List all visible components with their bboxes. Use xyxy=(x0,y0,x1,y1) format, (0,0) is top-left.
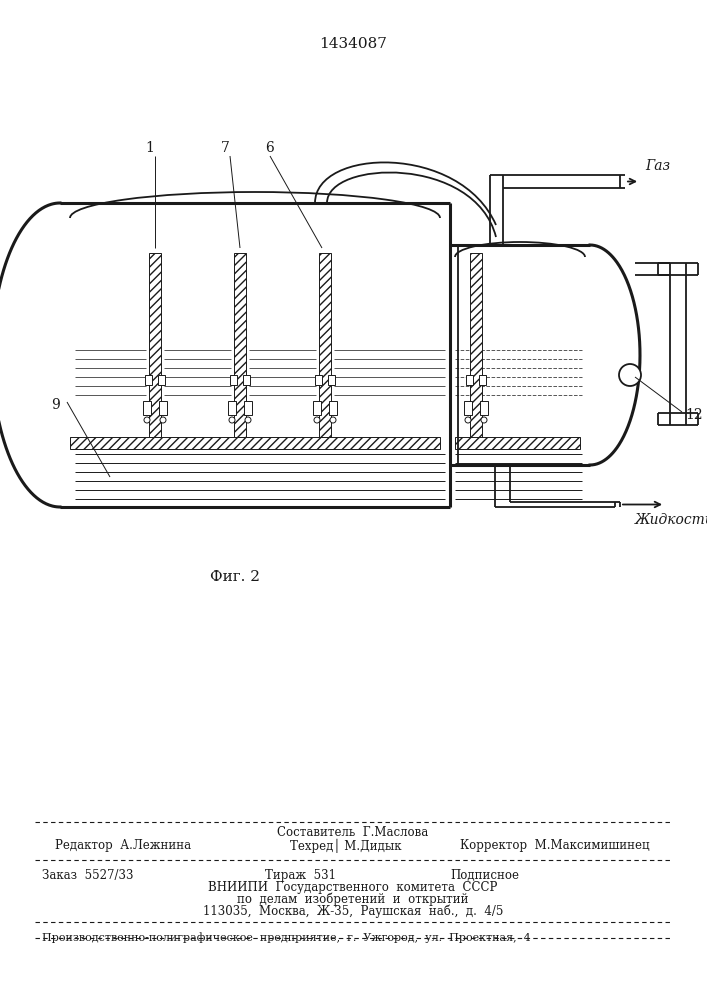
Bar xyxy=(149,253,161,437)
Bar xyxy=(455,437,580,449)
Text: 6: 6 xyxy=(266,141,274,155)
Circle shape xyxy=(144,417,150,423)
Circle shape xyxy=(229,417,235,423)
Circle shape xyxy=(481,417,487,423)
Polygon shape xyxy=(450,245,590,465)
Bar xyxy=(313,401,321,415)
Polygon shape xyxy=(0,203,450,507)
Bar xyxy=(143,401,151,415)
Text: Подписное: Подписное xyxy=(450,869,519,882)
Circle shape xyxy=(465,417,471,423)
Text: Газ: Газ xyxy=(645,159,670,174)
Text: Жидкость: Жидкость xyxy=(635,513,707,527)
Text: Тираж  531: Тираж 531 xyxy=(265,869,336,882)
Bar xyxy=(159,401,167,415)
Circle shape xyxy=(245,417,251,423)
Circle shape xyxy=(314,417,320,423)
Bar xyxy=(479,375,486,385)
Text: Фиг. 2: Фиг. 2 xyxy=(210,570,260,584)
Bar xyxy=(464,401,472,415)
Text: 1434087: 1434087 xyxy=(319,37,387,51)
Bar xyxy=(315,375,322,385)
Bar xyxy=(70,437,440,449)
Text: 113035,  Москва,  Ж-35,  Раушская  наб.,  д.  4/5: 113035, Москва, Ж-35, Раушская наб., д. … xyxy=(203,905,503,918)
Bar xyxy=(329,401,337,415)
Bar xyxy=(319,253,331,437)
Text: 7: 7 xyxy=(221,141,230,155)
Text: Производственно-полиграфическое  предприятие,  г.  Ужгород,  ул.  Проектная,  4: Производственно-полиграфическое предприя… xyxy=(42,932,531,943)
Bar xyxy=(466,375,473,385)
Bar xyxy=(234,253,246,437)
Text: ВНИИПИ  Государственного  комитета  СССР: ВНИИПИ Государственного комитета СССР xyxy=(209,881,498,894)
Circle shape xyxy=(619,364,641,386)
Text: 12: 12 xyxy=(685,408,703,422)
Polygon shape xyxy=(590,245,640,465)
Bar xyxy=(480,401,488,415)
Text: Составитель  Г.Маслова: Составитель Г.Маслова xyxy=(277,826,428,839)
Text: Техред│ М.Дидык: Техред│ М.Дидык xyxy=(290,839,402,853)
Bar xyxy=(244,401,252,415)
Circle shape xyxy=(330,417,336,423)
Text: 1: 1 xyxy=(146,141,154,155)
Text: по  делам  изобретений  и  открытий: по делам изобретений и открытий xyxy=(238,893,469,906)
Text: 9: 9 xyxy=(51,398,59,412)
Text: Корректор  М.Максимишинец: Корректор М.Максимишинец xyxy=(460,839,650,852)
Bar xyxy=(328,375,335,385)
Text: Заказ  5527/33: Заказ 5527/33 xyxy=(42,869,134,882)
Text: Редактор  А.Лежнина: Редактор А.Лежнина xyxy=(55,839,191,852)
Bar xyxy=(228,401,236,415)
Bar xyxy=(243,375,250,385)
Bar xyxy=(145,375,152,385)
Circle shape xyxy=(160,417,166,423)
Bar xyxy=(470,253,482,449)
Bar xyxy=(158,375,165,385)
Bar xyxy=(230,375,237,385)
